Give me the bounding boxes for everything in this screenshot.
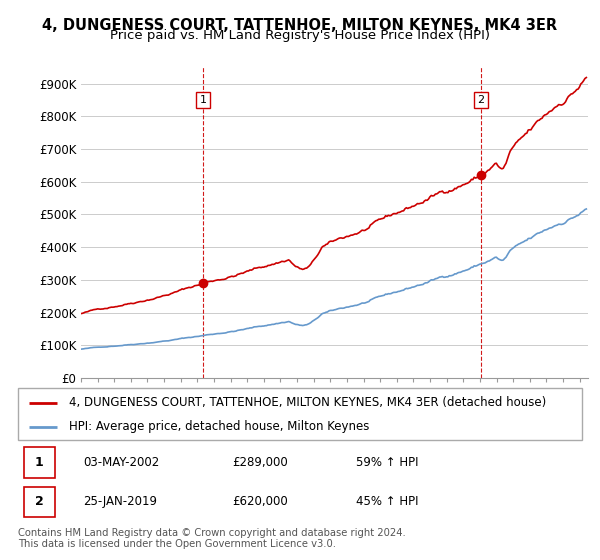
Text: £289,000: £289,000 xyxy=(232,456,288,469)
Text: HPI: Average price, detached house, Milton Keynes: HPI: Average price, detached house, Milt… xyxy=(69,420,369,433)
Text: £620,000: £620,000 xyxy=(232,496,288,508)
Text: 03-MAY-2002: 03-MAY-2002 xyxy=(83,456,159,469)
FancyBboxPatch shape xyxy=(18,388,582,440)
Text: 59% ↑ HPI: 59% ↑ HPI xyxy=(356,456,419,469)
Text: 45% ↑ HPI: 45% ↑ HPI xyxy=(356,496,419,508)
Text: 25-JAN-2019: 25-JAN-2019 xyxy=(83,496,157,508)
Text: 4, DUNGENESS COURT, TATTENHOE, MILTON KEYNES, MK4 3ER (detached house): 4, DUNGENESS COURT, TATTENHOE, MILTON KE… xyxy=(69,396,546,409)
Text: Price paid vs. HM Land Registry's House Price Index (HPI): Price paid vs. HM Land Registry's House … xyxy=(110,29,490,42)
Text: Contains HM Land Registry data © Crown copyright and database right 2024.
This d: Contains HM Land Registry data © Crown c… xyxy=(18,528,406,549)
FancyBboxPatch shape xyxy=(23,447,55,478)
Text: 2: 2 xyxy=(478,95,485,105)
Text: 1: 1 xyxy=(200,95,206,105)
FancyBboxPatch shape xyxy=(23,487,55,517)
Text: 2: 2 xyxy=(35,496,44,508)
Text: 4, DUNGENESS COURT, TATTENHOE, MILTON KEYNES, MK4 3ER: 4, DUNGENESS COURT, TATTENHOE, MILTON KE… xyxy=(43,18,557,33)
Text: 1: 1 xyxy=(35,456,44,469)
